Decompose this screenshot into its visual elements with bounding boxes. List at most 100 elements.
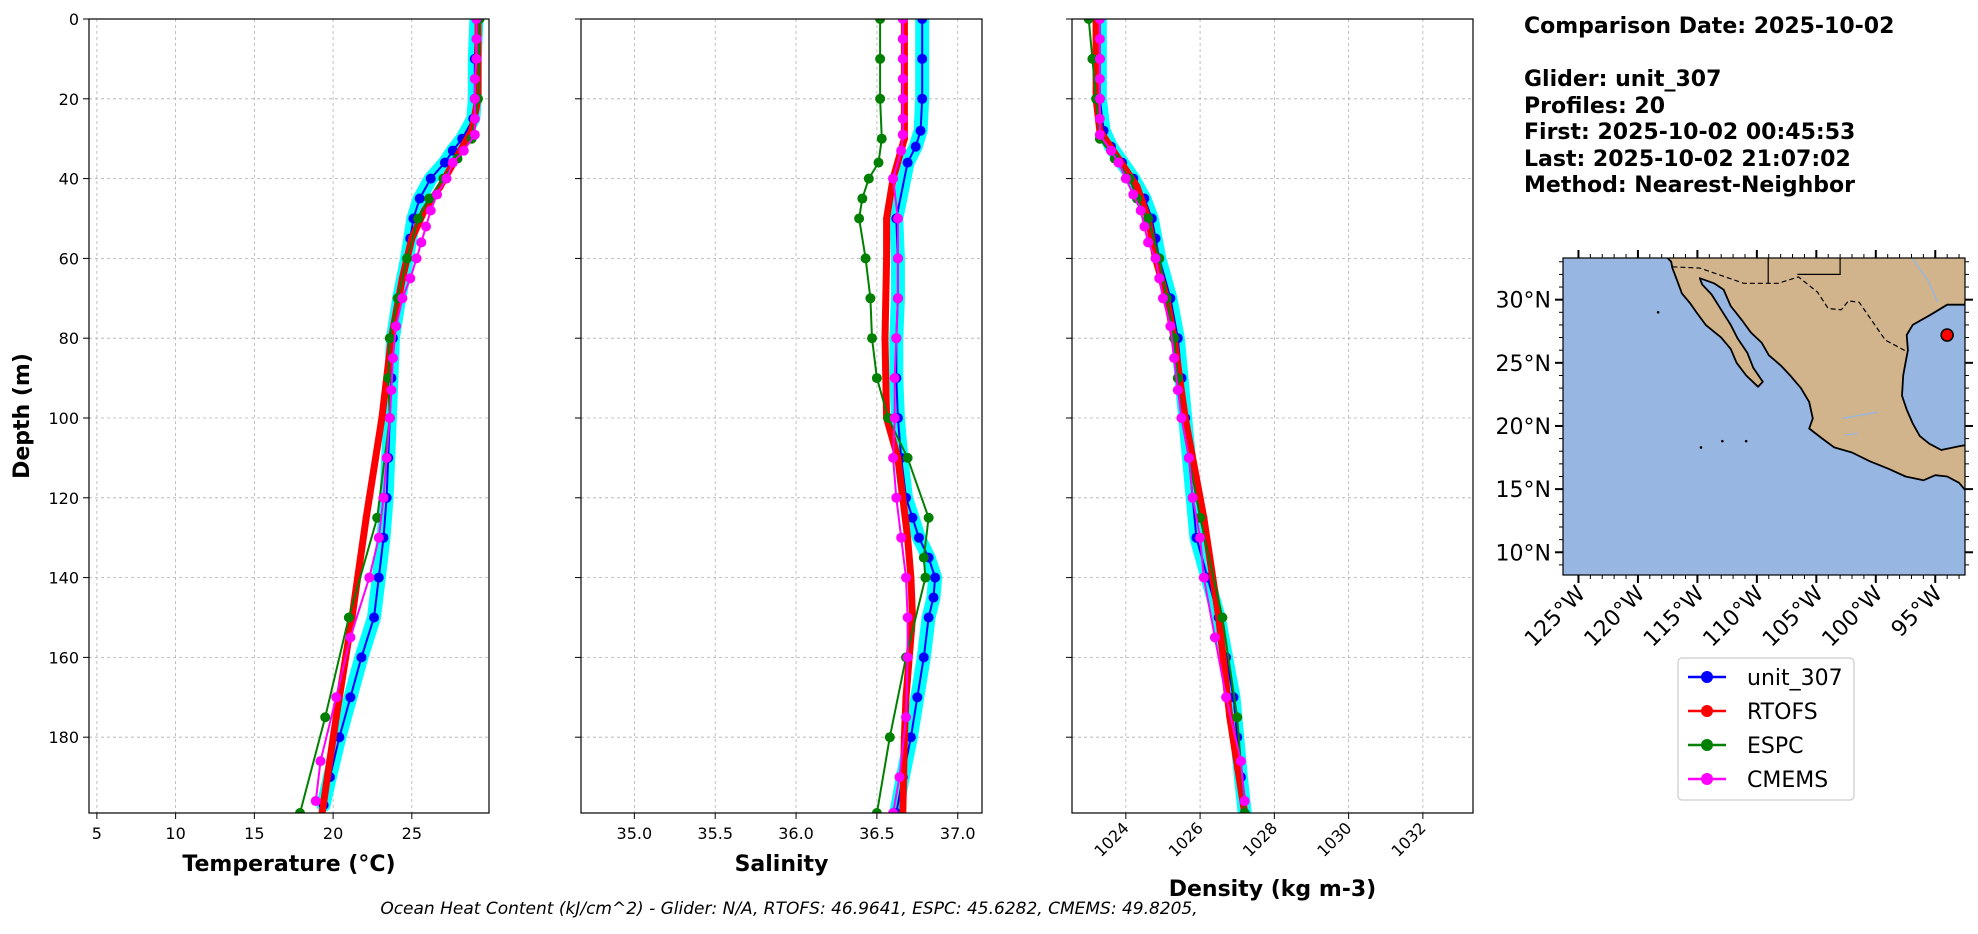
unit_307-point — [373, 572, 384, 583]
island — [1721, 439, 1724, 443]
CMEMS-point — [889, 373, 900, 384]
CMEMS-point — [897, 73, 908, 84]
series-group — [854, 19, 943, 813]
ESPC-point — [860, 253, 871, 264]
comparison-info: Comparison Date: 2025-10-02 Glider: unit… — [1524, 14, 1894, 200]
CMEMS-point — [891, 492, 902, 503]
x-tick-label: 10 — [165, 824, 185, 843]
CMEMS-point — [901, 572, 912, 583]
CMEMS-point — [897, 93, 908, 104]
CMEMS-point — [896, 532, 907, 543]
CMEMS-point — [458, 145, 469, 156]
river — [1842, 411, 1879, 420]
y-tick-label: 100 — [48, 409, 79, 428]
CMEMS-point — [1094, 53, 1105, 64]
state-line — [1797, 258, 1841, 275]
CMEMS-line — [1098, 19, 1246, 802]
CMEMS-point — [888, 452, 899, 463]
unit_307-point — [915, 125, 926, 136]
unit_307-point — [345, 692, 356, 703]
unit_307-point — [928, 592, 939, 603]
RTOFS-point — [378, 414, 386, 422]
CMEMS-point — [381, 452, 392, 463]
glider-name: Glider: unit_307 — [1524, 67, 1722, 92]
x-tick-label: 1028 — [1239, 818, 1281, 860]
CMEMS-point — [902, 652, 913, 663]
y-tick-label: 140 — [48, 569, 79, 588]
CMEMS-point — [405, 273, 416, 284]
CMEMS-point — [432, 189, 443, 200]
legend: unit_307 RTOFS ESPC CMEMS — [1677, 657, 1855, 801]
CMEMS-point — [1143, 237, 1154, 248]
CMEMS-point — [1165, 321, 1176, 332]
lat-label: 25°N — [1496, 352, 1551, 377]
CMEMS-point — [1172, 385, 1183, 396]
CMEMS-point — [1183, 452, 1194, 463]
y-tick-label: 120 — [48, 489, 79, 508]
CMEMS-point — [1169, 353, 1180, 364]
island — [1656, 311, 1660, 314]
CMEMS-point — [447, 157, 458, 168]
legend-label: ESPC — [1747, 734, 1804, 759]
ESPC-point — [875, 93, 886, 104]
legend-marker — [1701, 705, 1713, 717]
CMEMS-point — [1094, 19, 1105, 24]
CMEMS-point — [897, 113, 908, 124]
CMEMS-point — [310, 796, 321, 807]
CMEMS-point — [1113, 157, 1124, 168]
CMEMS-point — [897, 129, 908, 140]
x-axis-label: Temperature (°C) — [182, 852, 395, 877]
x-tick-label: 1032 — [1387, 818, 1429, 860]
ESPC-point — [1143, 213, 1154, 224]
CMEMS-point — [1120, 173, 1131, 184]
ESPC-point — [875, 53, 886, 64]
island — [1699, 446, 1703, 449]
axes-frame — [580, 18, 983, 814]
y-tick-label: 80 — [59, 329, 79, 348]
CMEMS-point — [386, 385, 397, 396]
ESPC-point — [1239, 808, 1250, 813]
axes-frame — [88, 18, 490, 814]
lon-label: 125°W — [1520, 581, 1591, 652]
unit_307-point — [425, 173, 436, 184]
ESPC-point — [863, 173, 874, 184]
CMEMS-point — [1221, 692, 1232, 703]
legend-marker — [1701, 671, 1713, 683]
panel-0: 5 10 15 20 25 0 20 40 60 80 100 120 140 160 180 Tempera… — [10, 10, 490, 877]
last-time: Last: 2025-10-02 21:07:02 — [1524, 146, 1851, 172]
land-group — [1656, 258, 1965, 492]
ESPC-point — [923, 512, 934, 523]
ESPC-point — [884, 732, 895, 743]
CMEMS-point — [425, 205, 436, 216]
ESPC-point — [384, 333, 395, 344]
unit_307-point — [905, 732, 916, 743]
x-tick-label: 37.0 — [940, 824, 976, 843]
ESPC-point — [295, 808, 306, 813]
CMEMS-point — [1239, 796, 1250, 807]
RTOFS-point — [1133, 183, 1141, 191]
CMEMS-point — [901, 712, 912, 723]
CMEMS-point — [1157, 293, 1168, 304]
CMEMS-point — [1187, 492, 1198, 503]
glider-range-band — [316, 19, 484, 812]
y-tick-label: 0 — [69, 10, 79, 29]
unit_307-point — [917, 53, 928, 64]
legend-label: unit_307 — [1747, 666, 1843, 691]
x-tick-label: 15 — [244, 824, 264, 843]
x-tick-label: 1024 — [1090, 818, 1132, 860]
y-tick-label: 60 — [59, 249, 79, 268]
y-tick-label: 180 — [48, 728, 79, 747]
unit_307-point — [923, 612, 934, 623]
ESPC-point — [383, 373, 394, 384]
CMEMS-point — [888, 808, 899, 813]
CMEMS-point — [889, 412, 900, 423]
axes-frame — [1071, 18, 1474, 814]
lat-label: 20°N — [1496, 415, 1551, 440]
CMEMS-point — [469, 73, 480, 84]
ESPC-point — [343, 612, 354, 623]
legend-marker — [1701, 773, 1713, 785]
CMEMS-point — [345, 632, 356, 643]
ESPC-point — [865, 293, 876, 304]
x-axis-label: Density (kg m-3) — [1169, 877, 1377, 902]
lon-label: 110°W — [1699, 581, 1770, 652]
